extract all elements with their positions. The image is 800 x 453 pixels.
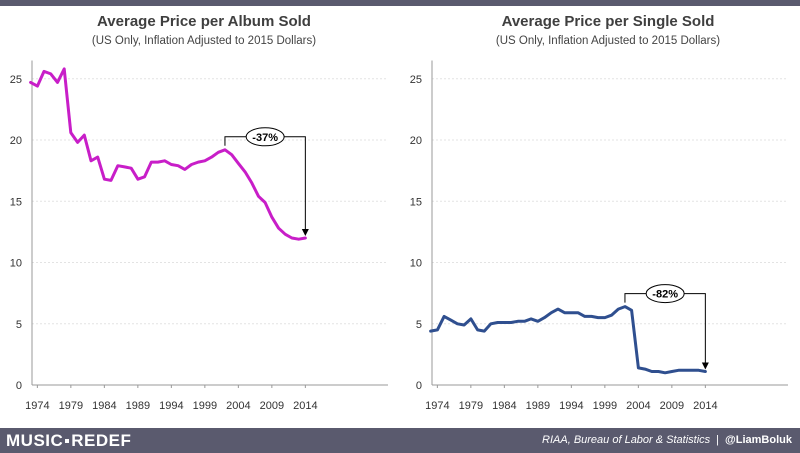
album-y-tick-label: 20 bbox=[10, 135, 22, 147]
album-x-tick-label: 1989 bbox=[126, 400, 150, 412]
single-x-tick-label: 1994 bbox=[559, 400, 583, 412]
single-series-line bbox=[429, 305, 707, 375]
logo-right-text: REDEF bbox=[71, 431, 132, 450]
album-x-tick-label: 1999 bbox=[193, 400, 217, 412]
source-text: RIAA, Bureau of Labor & Statistics bbox=[542, 434, 711, 446]
single-y-tick-label: 25 bbox=[410, 74, 422, 86]
album-y-tick-label: 0 bbox=[16, 380, 22, 392]
logo-left-text: MUSIC bbox=[6, 431, 64, 450]
single-x-tick-label: 2014 bbox=[693, 400, 717, 412]
single-x-tick-label: 1989 bbox=[526, 400, 550, 412]
single-x-tick-label: 1974 bbox=[425, 400, 449, 412]
album-series-line bbox=[29, 67, 307, 241]
album-y-tick-label: 5 bbox=[16, 319, 22, 331]
single-chart-title: Average Price per Single Sold bbox=[501, 13, 715, 30]
album-x-tick-label: 1994 bbox=[159, 400, 183, 412]
single-x-tick-label: 2009 bbox=[660, 400, 684, 412]
author-handle[interactable]: @LiamBoluk bbox=[725, 434, 792, 446]
single-x-tick-label: 1984 bbox=[492, 400, 516, 412]
single-x-tick-label: 1999 bbox=[593, 400, 617, 412]
album-chart-subtitle: (US Only, Inflation Adjusted to 2015 Dol… bbox=[91, 35, 317, 47]
footer-bar: MUSIC REDEF RIAA, Bureau of Labor & Stati… bbox=[0, 428, 800, 453]
album-x-tick-label: 1979 bbox=[59, 400, 83, 412]
album-annotation-bubble bbox=[245, 127, 285, 147]
album-y-tick-label: 25 bbox=[10, 74, 22, 86]
album-price-chart: 0 5 10 15 20 25 1974 1979 1984 1989 1994 1999 2004 20… bbox=[10, 60, 388, 412]
single-annotation-arrowhead bbox=[701, 362, 709, 370]
single-annotation-label: -82% bbox=[652, 289, 678, 301]
single-x-tick-label: 1979 bbox=[459, 400, 483, 412]
album-y-tick-label: 15 bbox=[10, 196, 22, 208]
music-redef-logo: MUSIC REDEF bbox=[6, 431, 131, 451]
album-annotation-label: -37% bbox=[252, 132, 278, 144]
single-y-tick-label: 10 bbox=[410, 258, 422, 270]
credits-separator: | bbox=[716, 434, 720, 446]
single-annotation-bubble bbox=[645, 284, 685, 304]
album-x-tick-label: 1974 bbox=[25, 400, 49, 412]
single-price-chart: 0 5 10 15 20 25 1974 1979 1984 1989 1994 1999 2004 20… bbox=[410, 60, 788, 412]
album-chart-title: Average Price per Album Sold bbox=[97, 13, 311, 30]
single-chart-subtitle: (US Only, Inflation Adjusted to 2015 Dol… bbox=[495, 35, 721, 47]
single-y-tick-label: 5 bbox=[416, 319, 422, 331]
logo-dot-icon bbox=[65, 438, 70, 443]
album-y-tick-label: 10 bbox=[10, 258, 22, 270]
top-bar bbox=[0, 0, 800, 6]
single-x-tick-label: 2004 bbox=[626, 400, 650, 412]
single-y-tick-label: 20 bbox=[410, 135, 422, 147]
credits: RIAA, Bureau of Labor & Statistics | @Liam… bbox=[542, 434, 792, 446]
album-x-tick-label: 1984 bbox=[92, 400, 116, 412]
album-annotation-arrowhead bbox=[301, 229, 309, 236]
album-x-tick-label: 2014 bbox=[293, 400, 317, 412]
album-x-tick-label: 2009 bbox=[260, 400, 284, 412]
single-y-tick-label: 0 bbox=[416, 380, 422, 392]
album-x-tick-label: 2004 bbox=[226, 400, 250, 412]
single-y-tick-label: 15 bbox=[410, 196, 422, 208]
